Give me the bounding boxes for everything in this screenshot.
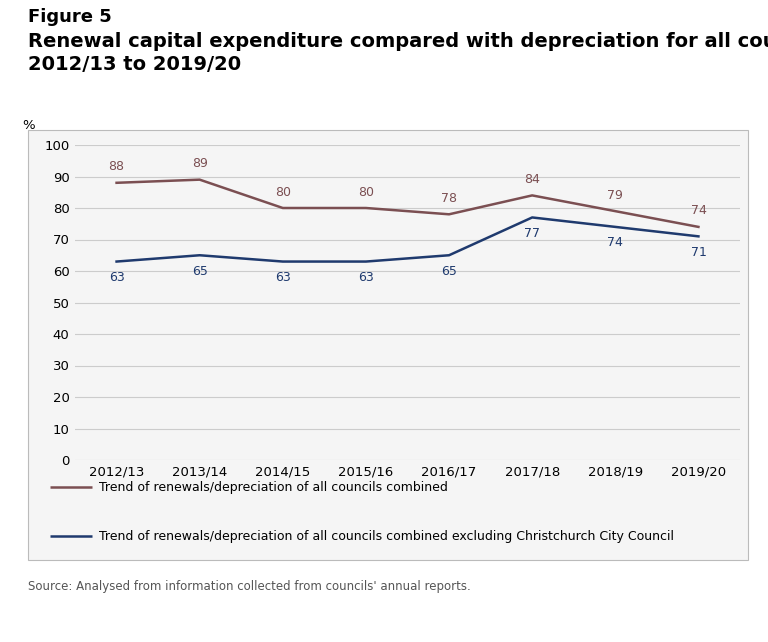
Text: 71: 71 [690,246,707,259]
Text: 65: 65 [192,265,207,278]
Text: 63: 63 [275,271,290,284]
Text: 63: 63 [109,271,124,284]
Text: 88: 88 [108,160,124,173]
Text: 77: 77 [525,227,540,240]
Text: 80: 80 [275,186,291,198]
Text: 79: 79 [607,189,624,202]
Text: 80: 80 [358,186,374,198]
Text: 74: 74 [607,236,624,249]
Text: 65: 65 [441,265,457,278]
Text: 63: 63 [358,271,374,284]
Text: Source: Analysed from information collected from councils' annual reports.: Source: Analysed from information collec… [28,580,471,593]
Text: Trend of renewals/depreciation of all councils combined: Trend of renewals/depreciation of all co… [99,481,448,494]
Text: %: % [22,119,35,132]
Text: 74: 74 [690,204,707,218]
Text: Renewal capital expenditure compared with depreciation for all councils,
2012/13: Renewal capital expenditure compared wit… [28,32,768,74]
Text: 84: 84 [525,173,540,186]
Text: 78: 78 [441,192,457,205]
Text: Figure 5: Figure 5 [28,8,112,26]
Text: Trend of renewals/depreciation of all councils combined excluding Christchurch C: Trend of renewals/depreciation of all co… [99,530,674,543]
Text: 89: 89 [192,157,207,170]
